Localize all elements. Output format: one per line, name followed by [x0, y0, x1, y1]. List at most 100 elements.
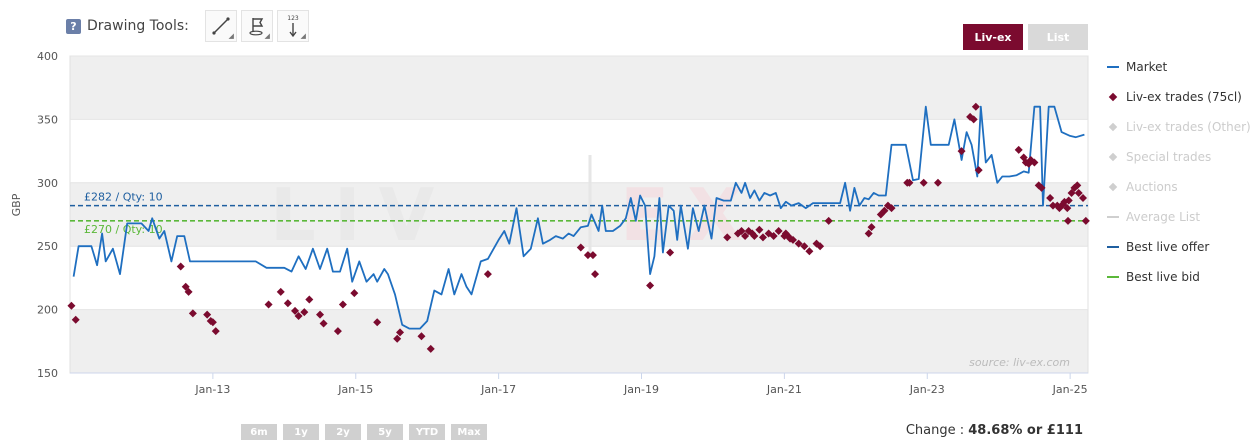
trade-point[interactable] — [417, 332, 426, 341]
trade-point[interactable] — [974, 166, 983, 175]
trade-point[interactable] — [1073, 181, 1082, 190]
trade-point[interactable] — [483, 270, 492, 279]
trade-point[interactable] — [867, 223, 876, 232]
trade-point[interactable] — [824, 216, 833, 225]
trade-point[interactable] — [905, 178, 914, 187]
range-button-6m[interactable]: 6m — [241, 424, 277, 440]
trade-point[interactable] — [737, 226, 746, 235]
range-button-5y[interactable]: 5y — [367, 424, 403, 440]
trade-point[interactable] — [294, 311, 303, 320]
trade-point[interactable] — [933, 178, 942, 187]
legend-item[interactable]: Liv-ex trades (75cl) — [1106, 82, 1251, 112]
measure-tool-button[interactable]: 123 ◢ — [276, 10, 309, 42]
trade-point[interactable] — [291, 306, 300, 315]
legend-item[interactable]: Liv-ex trades (Other) — [1106, 112, 1251, 142]
trade-point[interactable] — [774, 226, 783, 235]
trade-point[interactable] — [208, 318, 217, 327]
trend-line-tool-button[interactable]: ◢ — [204, 10, 237, 42]
trade-point[interactable] — [666, 248, 675, 257]
trade-point[interactable] — [788, 235, 797, 244]
trade-point[interactable] — [755, 225, 764, 234]
trade-point[interactable] — [319, 319, 328, 328]
trade-point[interactable] — [816, 242, 825, 251]
trade-point[interactable] — [750, 232, 759, 241]
trade-point[interactable] — [333, 327, 342, 336]
legend-item[interactable]: Best live bid — [1106, 262, 1251, 292]
trade-point[interactable] — [583, 251, 592, 260]
trade-point[interactable] — [880, 206, 889, 215]
trade-point[interactable] — [1037, 183, 1046, 192]
y-tick-label: 150 — [37, 367, 58, 380]
trade-point[interactable] — [588, 251, 597, 260]
trade-point[interactable] — [1055, 204, 1064, 213]
range-button-ytd[interactable]: YTD — [409, 424, 445, 440]
trade-point[interactable] — [305, 295, 314, 304]
trade-point[interactable] — [805, 247, 814, 256]
range-button-2y[interactable]: 2y — [325, 424, 361, 440]
trade-point[interactable] — [646, 281, 655, 290]
trade-point[interactable] — [864, 229, 873, 238]
trade-point[interactable] — [276, 287, 285, 296]
trade-point[interactable] — [957, 147, 966, 156]
liv-ex-toggle-button[interactable]: Liv-ex — [963, 24, 1023, 50]
trade-point[interactable] — [1019, 153, 1028, 162]
x-tick-label: Jan-21 — [766, 383, 802, 396]
trade-point[interactable] — [264, 300, 273, 309]
trade-point[interactable] — [887, 204, 896, 213]
trade-point[interactable] — [1074, 188, 1083, 197]
range-button-max[interactable]: Max — [451, 424, 487, 440]
x-tick-label: Jan-23 — [909, 383, 945, 396]
trade-point[interactable] — [350, 289, 359, 298]
trade-point[interactable] — [919, 178, 928, 187]
trade-point[interactable] — [794, 239, 803, 248]
legend-item[interactable]: Auctions — [1106, 172, 1251, 202]
trade-point[interactable] — [1030, 158, 1039, 167]
plot-band — [70, 182, 1088, 247]
trade-point[interactable] — [1063, 216, 1072, 225]
trade-point[interactable] — [373, 318, 382, 327]
trade-point[interactable] — [316, 310, 325, 319]
trade-point[interactable] — [800, 242, 809, 251]
trade-point[interactable] — [393, 334, 402, 343]
legend-item[interactable]: Best live offer — [1106, 232, 1251, 262]
trade-point[interactable] — [396, 328, 405, 337]
help-icon[interactable]: ? — [66, 18, 81, 34]
trade-point[interactable] — [758, 233, 767, 242]
y-tick-label: 350 — [37, 113, 58, 126]
trade-point[interactable] — [741, 232, 750, 241]
list-toggle-button[interactable]: List — [1028, 24, 1088, 50]
trade-point[interactable] — [1046, 194, 1055, 203]
trade-point[interactable] — [1064, 196, 1073, 205]
trade-point[interactable] — [576, 243, 585, 252]
trade-point[interactable] — [969, 115, 978, 124]
trade-point[interactable] — [971, 102, 980, 111]
flag-tool-button[interactable]: ◢ — [240, 10, 273, 42]
trade-point[interactable] — [426, 344, 435, 353]
trade-point[interactable] — [1048, 201, 1057, 210]
trade-point[interactable] — [1081, 216, 1090, 225]
trade-point[interactable] — [211, 327, 220, 336]
trade-point[interactable] — [591, 270, 600, 279]
trade-point[interactable] — [203, 310, 212, 319]
trade-point[interactable] — [1063, 204, 1072, 213]
range-button-1y[interactable]: 1y — [283, 424, 319, 440]
trade-point[interactable] — [283, 299, 292, 308]
trade-point[interactable] — [1078, 194, 1087, 203]
market-line[interactable] — [72, 105, 1085, 330]
legend-symbol — [1106, 246, 1120, 248]
legend-item[interactable]: Average List — [1106, 202, 1251, 232]
trade-point[interactable] — [188, 309, 197, 318]
trade-point[interactable] — [1014, 145, 1023, 154]
trade-point[interactable] — [176, 262, 185, 271]
trade-point[interactable] — [769, 232, 778, 241]
trade-point[interactable] — [300, 308, 309, 317]
trade-point[interactable] — [71, 315, 80, 324]
trade-point[interactable] — [67, 301, 76, 310]
trade-point[interactable] — [184, 287, 193, 296]
trade-point[interactable] — [338, 300, 347, 309]
legend-item[interactable]: Market — [1106, 52, 1251, 82]
trade-point[interactable] — [723, 233, 732, 242]
y-axis-label: GBP — [10, 193, 23, 216]
legend-item[interactable]: Special trades — [1106, 142, 1251, 172]
